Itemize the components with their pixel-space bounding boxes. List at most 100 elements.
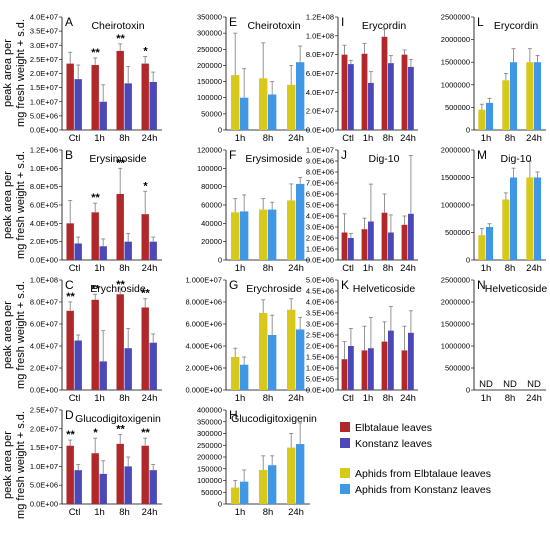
y-tick-label: 2.0E+07 [30,69,58,78]
bar-kon-leaves [408,66,414,130]
y-tick-label: 2000000 [441,146,470,155]
y-tick-label: 0.0E+00 [306,386,334,395]
y-tick-label: 6.0E+07 [30,320,58,329]
y-tick-label: 8.0E+07 [306,50,334,59]
bar-aph-elb [259,469,268,504]
y-tick-label: 0.0E+00 [30,256,58,265]
legend-swatch-kon-leaves [340,438,350,448]
y-axis-label-row1-line1: peak area per [2,39,14,107]
bar-kon-leaves [368,82,374,130]
bar-aph-elb [287,84,296,130]
y-tick-label: 200000 [197,453,222,462]
bar-elb-leaves [401,350,408,390]
x-category-label: Ctl [69,393,81,404]
bar-kon-leaves [368,221,374,260]
significance-marker: ** [141,427,150,439]
y-tick-label: 1500000 [441,58,470,67]
bar-aph-elb [259,313,268,390]
bar-kon-leaves [99,361,107,390]
bar-kon-leaves [388,63,394,131]
x-category-label: 1h [481,133,492,144]
bar-aph-elb [259,209,268,260]
bar-aph-kon [268,465,277,504]
bar-aph-kon [240,97,249,130]
y-axis-label-row2-line1: peak area per [2,171,14,239]
panel-title: Dig-10 [501,153,532,165]
panel-letter: F [229,148,236,162]
y-tick-label: 100000 [197,93,222,102]
x-category-label: 1h [94,507,105,518]
bar-aph-kon [240,364,249,390]
x-category-label: 1h [94,263,105,274]
y-tick-label: 0.0E+00 [30,126,58,135]
y-tick-label: 1.0E+07 [306,146,334,155]
y-axis-labels: peak area per mg fresh weight + s.d. pea… [2,19,27,519]
bar-kon-leaves [99,473,107,504]
y-tick-label: 4.0E+07 [30,342,58,351]
y-tick-label: 1.0E+06 [30,164,58,173]
panel-title: Erychroside [246,283,302,295]
legend-swatch-aph-elb [340,468,350,478]
significance-marker: ** [66,429,75,441]
bar-elb-leaves [66,223,74,260]
panel-e: 0 50000 100000 150000 200000 250000 300000 3500… [197,13,310,144]
x-category-label: 24h [526,393,542,404]
y-tick-label: 1.0E+07 [30,462,58,471]
x-category-label: 8h [383,133,394,144]
legend-label: Aphids from Elbtalaue leaves [355,468,491,480]
x-category-label: 8h [263,507,274,518]
significance-marker: ** [66,291,75,303]
significance-marker: ** [116,33,125,45]
bar-aph-kon [510,62,518,131]
x-category-label: 1h [363,133,374,144]
panel-k: 0.0E+00 5.0E+05 1.0E+06 1.5E+06 2.0E+06 2.5E+… [306,276,418,404]
panel-letter: D [65,408,74,422]
y-tick-label: 300000 [197,429,222,438]
bar-kon-leaves [124,466,132,504]
y-tick-label: 4.0E+06 [306,298,334,307]
panel-letter: K [341,278,349,292]
panel-d: 0.0E+00 5.0E+06 1.0E+07 1.5E+07 2.0E+07 2.5E+… [30,406,162,518]
y-tick-label: 0 [218,256,222,265]
y-tick-label: 1000000 [441,80,470,89]
panel-m: 0 500000 1000000 1500000 2000000 1h 8h 24h M Dig-… [441,146,546,274]
nd-label: ND [527,379,541,390]
bar-kon-leaves [124,83,132,130]
x-category-label: 24h [288,263,304,274]
x-category-label: Ctl [69,507,81,518]
y-tick-label: 1.000E+07 [186,276,223,285]
bar-elb-leaves [116,443,124,504]
y-tick-label: 2.0E+07 [30,424,58,433]
y-tick-label: 0.000E+00 [186,386,223,395]
x-category-label: Ctl [342,393,354,404]
y-tick-label: 4.0E+07 [30,13,58,22]
y-tick-label: 0 [218,500,222,509]
y-tick-label: 6.0E+07 [306,69,334,78]
y-tick-label: 1.0E+07 [30,97,58,106]
bar-aph-elb [526,177,534,260]
y-tick-label: 4.0E+05 [30,219,58,228]
panel-title: Cheirotoxin [247,20,300,32]
bar-aph-kon [486,227,494,260]
y-tick-label: 7.0E+06 [306,179,334,188]
x-category-label: 1h [481,263,492,274]
y-tick-label: 4.0E+06 [306,212,334,221]
y-tick-label: 100000 [197,476,222,485]
y-tick-label: 150000 [197,77,222,86]
y-tick-label: 5.0E+06 [306,276,334,285]
bar-elb-leaves [381,36,388,130]
panel-letter: J [341,148,347,162]
y-tick-label: 6.0E+06 [306,190,334,199]
panel-letter: N [477,278,486,292]
bar-aph-kon [534,62,542,131]
bar-aph-elb [259,78,268,130]
x-category-label: 8h [119,507,130,518]
panel-title: Erycordin [494,20,539,32]
x-category-label: 8h [505,133,516,144]
y-tick-label: 0.0E+00 [30,500,58,509]
x-category-label: Ctl [69,133,81,144]
y-axis-label-row3-line1: peak area per [2,301,14,369]
y-tick-label: 1000000 [441,342,470,351]
significance-marker: ** [141,288,150,300]
